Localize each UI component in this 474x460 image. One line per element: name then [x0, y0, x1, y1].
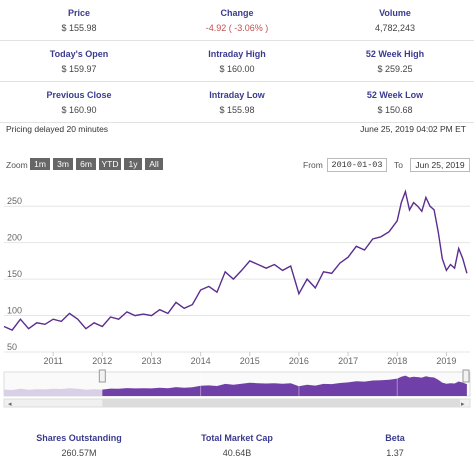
market-cap-value: 40.64B: [222, 448, 252, 458]
y-tick-label: 150: [7, 269, 22, 279]
shares-outstanding-value: 260.57M: [61, 448, 97, 458]
beta-label: Beta: [385, 433, 405, 443]
bottom-stats: Shares Outstanding 260.57M Total Market …: [0, 430, 474, 460]
stats-row-2: Today's Open $ 159.97 Intraday High $ 16…: [0, 41, 474, 82]
week52-low-label: 52 Week Low: [366, 90, 424, 100]
scroll-right-arrow[interactable]: ▸: [461, 401, 465, 408]
change-label: Change: [220, 8, 254, 18]
x-tick-label: 2012: [92, 356, 112, 366]
volume-cell: Volume 4,782,243: [316, 0, 474, 40]
x-tick-label: 2013: [141, 356, 161, 366]
zoom-all-button[interactable]: All: [145, 158, 163, 170]
price-value: $ 155.98: [61, 23, 97, 33]
week52-low-value: $ 150.68: [377, 105, 413, 115]
zoom-1y-button[interactable]: 1y: [124, 158, 142, 170]
change-cell: Change -4.92 ( -3.06% ): [158, 0, 316, 40]
y-tick-label: 250: [7, 196, 22, 206]
x-tick-label: 2019: [436, 356, 456, 366]
from-date-input[interactable]: 2010-01-03: [327, 158, 387, 172]
open-value: $ 159.97: [61, 64, 97, 74]
change-value: -4.92 ( -3.06% ): [205, 23, 269, 33]
zoom-6m-button[interactable]: 6m: [76, 158, 96, 170]
grid-lines: [4, 205, 470, 353]
prev-close-label: Previous Close: [46, 90, 112, 100]
x-tick-label: 2016: [289, 356, 309, 366]
week52-high-label: 52 Week High: [365, 49, 425, 59]
from-label: From: [303, 160, 323, 170]
x-tick-label: 2017: [338, 356, 358, 366]
zoom-3m-button[interactable]: 3m: [53, 158, 73, 170]
navigator-area-selected: [102, 375, 467, 396]
navigator-left-handle[interactable]: [98, 369, 106, 383]
stats-row-1: Price $ 155.98 Change -4.92 ( -3.06% ) V…: [0, 0, 474, 41]
delay-bar: Pricing delayed 20 minutes June 25, 2019…: [6, 124, 468, 138]
price-cell: Price $ 155.98: [0, 0, 158, 40]
to-label: To: [394, 160, 403, 170]
x-axis-labels: 2011 2012 2013 2014 2015 2016 2017 2018 2019: [43, 352, 456, 366]
price-series-line: [3, 189, 468, 331]
navigator-right-handle[interactable]: [462, 369, 470, 383]
shares-outstanding-cell: Shares Outstanding 260.57M: [0, 430, 158, 460]
beta-value: 1.37: [386, 448, 404, 458]
intraday-low-label: Intraday Low: [209, 90, 265, 100]
market-cap-cell: Total Market Cap 40.64B: [158, 430, 316, 460]
zoom-1m-button[interactable]: 1m: [30, 158, 50, 170]
x-tick-label: 2014: [191, 356, 211, 366]
x-tick-label: 2015: [240, 356, 260, 366]
y-tick-label: 100: [7, 306, 22, 316]
beta-cell: Beta 1.37: [316, 430, 474, 460]
intraday-low-value: $ 155.98: [219, 105, 255, 115]
prev-close-cell: Previous Close $ 160.90: [0, 82, 158, 122]
prev-close-value: $ 160.90: [61, 105, 97, 115]
x-tick-label: 2011: [43, 356, 62, 366]
scrollbar-thumb[interactable]: [102, 399, 461, 407]
zoom-ytd-button[interactable]: YTD: [99, 158, 121, 170]
zoom-controls: Zoom 1m 3m 6m YTD 1y All From 2010-01-03…: [6, 158, 470, 172]
volume-label: Volume: [379, 8, 411, 18]
delay-note: Pricing delayed 20 minutes: [6, 124, 109, 134]
week52-high-value: $ 259.25: [377, 64, 413, 74]
week52-low-cell: 52 Week Low $ 150.68: [316, 82, 474, 122]
to-date-input[interactable]: Jun 25, 2019: [410, 158, 470, 172]
navigator-area-unselected: [4, 388, 103, 396]
intraday-high-cell: Intraday High $ 160.00: [158, 41, 316, 81]
volume-value: 4,782,243: [374, 23, 416, 33]
intraday-low-cell: Intraday Low $ 155.98: [158, 82, 316, 122]
open-label: Today's Open: [49, 49, 109, 59]
intraday-high-value: $ 160.00: [219, 64, 255, 74]
y-tick-label: 50: [7, 342, 17, 352]
price-label: Price: [67, 8, 91, 18]
navigator[interactable]: ◂ ▸: [3, 369, 471, 408]
stats-row-3: Previous Close $ 160.90 Intraday Low $ 1…: [0, 82, 474, 123]
week52-high-cell: 52 Week High $ 259.25: [316, 41, 474, 81]
intraday-high-label: Intraday High: [208, 49, 266, 59]
timestamp: June 25, 2019 04:02 PM ET: [360, 124, 466, 134]
market-cap-label: Total Market Cap: [201, 433, 273, 443]
stats-table: Price $ 155.98 Change -4.92 ( -3.06% ) V…: [0, 0, 474, 123]
shares-outstanding-label: Shares Outstanding: [36, 433, 122, 443]
y-axis-labels: 50 100 150 200 250: [7, 196, 22, 352]
scroll-left-arrow[interactable]: ◂: [8, 401, 12, 408]
x-tick-label: 2018: [387, 356, 407, 366]
open-cell: Today's Open $ 159.97: [0, 41, 158, 81]
y-tick-label: 200: [7, 233, 22, 243]
zoom-label: Zoom: [6, 160, 28, 170]
